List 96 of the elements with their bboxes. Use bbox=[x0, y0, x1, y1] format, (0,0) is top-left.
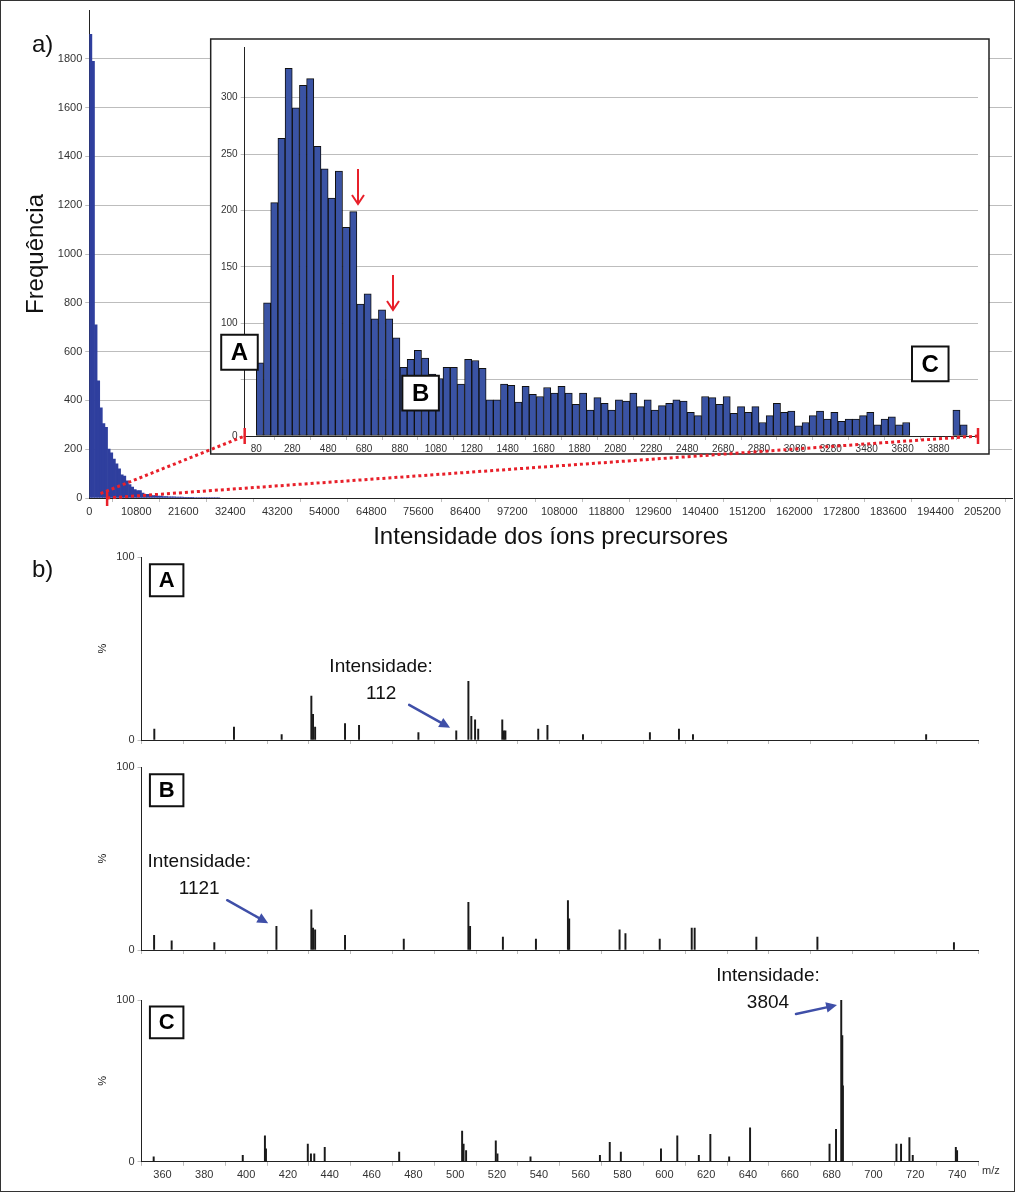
x-axis-title: m/z bbox=[982, 1164, 1000, 1177]
x-tick-label: 32400 bbox=[214, 504, 246, 517]
x-tick-label: 3680 bbox=[891, 442, 915, 454]
x-tick-label: 118800 bbox=[588, 504, 625, 517]
y-tick-label: 400 bbox=[63, 393, 83, 406]
x-tick-label: 10800 bbox=[120, 504, 152, 517]
y-tick-label: 100 bbox=[221, 317, 239, 328]
x-tick-label: 205200 bbox=[964, 504, 1001, 517]
x-tick-label: 540 bbox=[529, 1168, 549, 1181]
x-tick-label: 172800 bbox=[823, 504, 860, 517]
x-tick-label: 108000 bbox=[540, 504, 578, 517]
x-tick-label: 1480 bbox=[496, 442, 520, 454]
y-tick-label: 0 bbox=[128, 733, 135, 746]
x-tick-label: 86400 bbox=[450, 504, 481, 517]
x-tick-label: 380 bbox=[195, 1168, 214, 1181]
x-tick-label: 2080 bbox=[604, 442, 627, 454]
annotation: A bbox=[230, 337, 249, 365]
y-tick-label: 200 bbox=[221, 204, 239, 216]
x-tick-label: 3280 bbox=[819, 442, 843, 454]
x-tick-label: 97200 bbox=[497, 504, 528, 517]
x-tick-label: 0 bbox=[86, 504, 93, 517]
y-tick-label: 100 bbox=[116, 550, 135, 563]
y-tick-label: 300 bbox=[221, 91, 239, 103]
x-axis-title: Intensidade dos íons precursores bbox=[373, 522, 729, 550]
x-tick-label: 520 bbox=[487, 1168, 507, 1181]
y-tick-label: 0 bbox=[232, 429, 239, 441]
x-tick-label: 420 bbox=[278, 1168, 298, 1181]
x-tick-label: 21600 bbox=[167, 504, 199, 517]
x-tick-label: 151200 bbox=[729, 504, 766, 517]
x-tick-label: 400 bbox=[236, 1168, 256, 1181]
x-tick-label: 2480 bbox=[676, 442, 699, 454]
y-tick-label: 0 bbox=[128, 1154, 135, 1167]
x-tick-label: 460 bbox=[362, 1168, 381, 1181]
y-tick-label: 250 bbox=[221, 147, 239, 159]
x-tick-label: 1680 bbox=[532, 442, 556, 454]
x-tick-label: 480 bbox=[404, 1168, 423, 1181]
x-tick-label: 280 bbox=[283, 442, 302, 454]
annotation: A bbox=[158, 567, 175, 593]
x-tick-label: 54000 bbox=[309, 504, 340, 517]
y-tick-label: 800 bbox=[63, 295, 83, 308]
x-tick-label: 720 bbox=[906, 1168, 925, 1181]
x-tick-label: 360 bbox=[153, 1168, 172, 1181]
x-tick-label: 1280 bbox=[460, 442, 484, 454]
y-tick-label: 0 bbox=[76, 491, 83, 504]
x-tick-label: 560 bbox=[571, 1168, 590, 1181]
x-tick-label: 1880 bbox=[568, 442, 592, 454]
x-tick-label: 660 bbox=[780, 1168, 799, 1181]
x-tick-label: 600 bbox=[655, 1168, 674, 1181]
chart-title: b) bbox=[32, 555, 54, 582]
x-tick-label: 620 bbox=[696, 1168, 716, 1181]
x-tick-label: 480 bbox=[319, 442, 337, 454]
annotation: Intensidade: 112 bbox=[329, 654, 433, 703]
x-tick-label: 700 bbox=[864, 1168, 883, 1181]
x-tick-label: 43200 bbox=[262, 504, 293, 517]
x-tick-label: 1080 bbox=[424, 442, 448, 454]
x-tick-label: 75600 bbox=[403, 504, 434, 517]
y-tick-label: 1200 bbox=[57, 198, 83, 211]
y-tick-label: 100 bbox=[116, 993, 135, 1006]
annotation: B bbox=[158, 777, 175, 803]
x-tick-label: 3880 bbox=[927, 442, 951, 454]
y-tick-label: 600 bbox=[63, 344, 83, 357]
x-tick-label: 2280 bbox=[640, 442, 663, 454]
x-tick-label: 580 bbox=[613, 1168, 632, 1181]
annotation: B bbox=[411, 378, 430, 406]
y-tick-label: 150 bbox=[221, 260, 239, 272]
y-tick-label: 1600 bbox=[57, 100, 83, 113]
annotation: C bbox=[921, 349, 939, 377]
y-tick-label: 1000 bbox=[57, 247, 83, 260]
y-tick-label: 0 bbox=[128, 943, 135, 956]
x-tick-label: 129600 bbox=[634, 504, 672, 517]
x-tick-label: 64800 bbox=[356, 504, 387, 517]
y-axis-title: Frequência bbox=[21, 193, 49, 315]
x-tick-label: 183600 bbox=[870, 504, 907, 517]
x-tick-label: 640 bbox=[738, 1168, 758, 1181]
y-axis-title: % bbox=[95, 1075, 108, 1086]
annotation: Intensidade: 3804 bbox=[716, 964, 820, 1012]
y-tick-label: 1800 bbox=[57, 51, 83, 64]
y-tick-label: 1400 bbox=[57, 149, 83, 162]
x-tick-label: 440 bbox=[320, 1168, 339, 1181]
annotation: Intensidade: 1121 bbox=[147, 850, 251, 899]
annotation: C bbox=[158, 1009, 175, 1035]
x-tick-label: 194400 bbox=[917, 504, 954, 517]
text: a) bbox=[32, 30, 54, 57]
x-tick-label: 162000 bbox=[776, 504, 813, 517]
x-tick-label: 80 bbox=[250, 442, 263, 454]
x-tick-label: 680 bbox=[355, 442, 373, 454]
y-tick-label: 200 bbox=[63, 442, 83, 455]
x-tick-label: 880 bbox=[391, 442, 409, 454]
x-tick-label: 500 bbox=[446, 1168, 465, 1181]
x-tick-label: 680 bbox=[822, 1168, 841, 1181]
y-axis-title: % bbox=[95, 853, 108, 864]
y-axis-title: % bbox=[95, 643, 108, 654]
x-tick-label: 740 bbox=[947, 1168, 967, 1181]
x-tick-label: 2680 bbox=[711, 442, 735, 454]
y-tick-label: 100 bbox=[116, 760, 135, 773]
x-tick-label: 140400 bbox=[682, 504, 719, 517]
